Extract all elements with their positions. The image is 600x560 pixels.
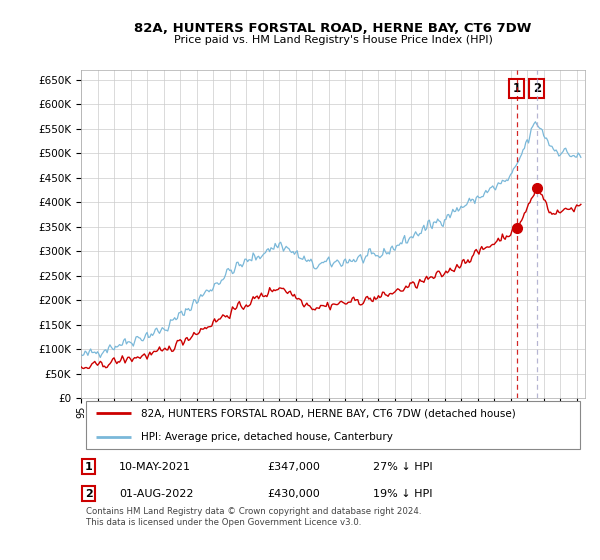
Text: £347,000: £347,000 — [268, 462, 320, 472]
Text: 2: 2 — [85, 488, 92, 498]
Text: Price paid vs. HM Land Registry's House Price Index (HPI): Price paid vs. HM Land Registry's House … — [173, 35, 493, 45]
FancyBboxPatch shape — [86, 401, 580, 449]
Text: HPI: Average price, detached house, Canterbury: HPI: Average price, detached house, Cant… — [142, 432, 394, 442]
Text: Contains HM Land Registry data © Crown copyright and database right 2024.
This d: Contains HM Land Registry data © Crown c… — [86, 507, 422, 526]
Text: 10-MAY-2021: 10-MAY-2021 — [119, 462, 191, 472]
Text: 2: 2 — [533, 82, 541, 95]
Text: £430,000: £430,000 — [268, 488, 320, 498]
Text: 19% ↓ HPI: 19% ↓ HPI — [373, 488, 433, 498]
Text: 82A, HUNTERS FORSTAL ROAD, HERNE BAY, CT6 7DW (detached house): 82A, HUNTERS FORSTAL ROAD, HERNE BAY, CT… — [142, 408, 516, 418]
Text: 01-AUG-2022: 01-AUG-2022 — [119, 488, 193, 498]
Text: 1: 1 — [512, 82, 521, 95]
Text: 82A, HUNTERS FORSTAL ROAD, HERNE BAY, CT6 7DW: 82A, HUNTERS FORSTAL ROAD, HERNE BAY, CT… — [134, 22, 532, 35]
Text: 1: 1 — [85, 462, 92, 472]
Text: 27% ↓ HPI: 27% ↓ HPI — [373, 462, 433, 472]
